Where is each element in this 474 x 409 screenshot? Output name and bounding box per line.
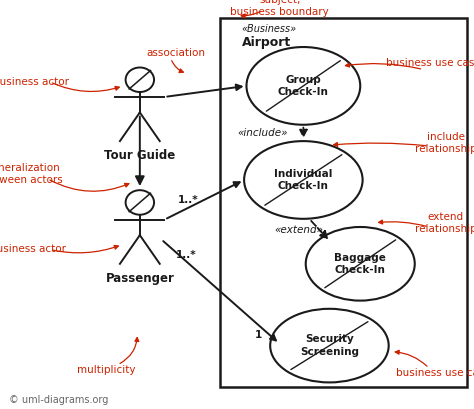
- Text: Tour Guide: Tour Guide: [104, 149, 175, 162]
- Text: generalization
between actors: generalization between actors: [0, 163, 63, 184]
- Text: business actor: business actor: [0, 77, 69, 87]
- Text: 1..*: 1..*: [175, 250, 196, 260]
- Text: «include»: «include»: [238, 128, 288, 138]
- Text: extend
relationship: extend relationship: [415, 212, 474, 234]
- Ellipse shape: [244, 141, 363, 219]
- Text: Airport: Airport: [242, 36, 291, 49]
- Text: Individual
Check-In: Individual Check-In: [274, 169, 333, 191]
- Text: association: association: [146, 48, 205, 58]
- Bar: [220, 18, 467, 387]
- Text: business actor: business actor: [0, 245, 66, 254]
- Text: «Business»: «Business»: [242, 24, 297, 34]
- Text: include
relationship: include relationship: [415, 133, 474, 154]
- Text: Baggage
Check-In: Baggage Check-In: [334, 253, 386, 275]
- Circle shape: [126, 67, 154, 92]
- Text: Security
Screening: Security Screening: [300, 335, 359, 357]
- Ellipse shape: [270, 309, 389, 382]
- Text: Group
Check-In: Group Check-In: [278, 75, 329, 97]
- Text: 1: 1: [255, 330, 262, 340]
- Text: Passenger: Passenger: [105, 272, 174, 285]
- Ellipse shape: [246, 47, 360, 125]
- Ellipse shape: [306, 227, 415, 301]
- Text: © uml-diagrams.org: © uml-diagrams.org: [9, 395, 108, 405]
- Text: multiplicity: multiplicity: [77, 365, 136, 375]
- Text: 1..*: 1..*: [178, 196, 199, 205]
- Text: business use case: business use case: [386, 58, 474, 68]
- Circle shape: [126, 190, 154, 215]
- Text: business use case: business use case: [396, 368, 474, 378]
- Text: «extend»: «extend»: [274, 225, 323, 235]
- Text: subject,
business boundary: subject, business boundary: [230, 0, 329, 17]
